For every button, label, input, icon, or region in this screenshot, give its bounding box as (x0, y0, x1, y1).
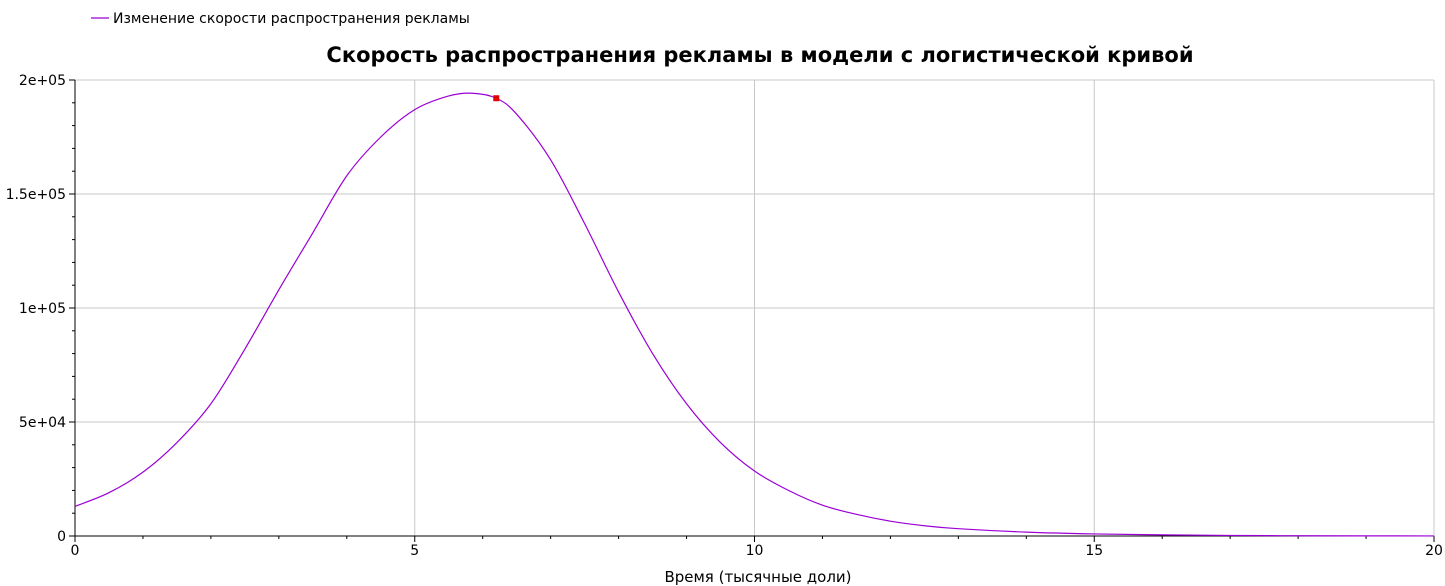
x-tick-label: 0 (71, 543, 80, 559)
legend-label: Изменение скорости распространения рекла… (113, 11, 470, 27)
x-tick-label: 5 (410, 543, 419, 559)
y-tick-label: 0 (57, 529, 66, 545)
y-ticks: 0 5e+04 1e+05 1.5e+05 2e+05 (6, 73, 75, 545)
series-group (74, 92, 1435, 537)
legend: Изменение скорости распространения рекла… (91, 11, 470, 27)
data-point-marker (493, 95, 500, 102)
y-tick-label: 1e+05 (19, 301, 66, 317)
grid (75, 79, 1435, 536)
series-line (74, 92, 1435, 537)
x-ticks: 0 5 10 15 20 (71, 536, 1443, 559)
x-tick-label: 15 (1085, 543, 1103, 559)
x-axis-label: Время (тысячные доли) (664, 568, 851, 586)
chart-title: Скорость распространения рекламы в модел… (326, 43, 1193, 67)
x-tick-label: 10 (746, 543, 764, 559)
y-tick-label: 5e+04 (19, 415, 66, 431)
x-tick-label: 20 (1425, 543, 1443, 559)
y-tick-label: 1.5e+05 (6, 187, 66, 203)
y-tick-label: 2e+05 (19, 73, 66, 89)
